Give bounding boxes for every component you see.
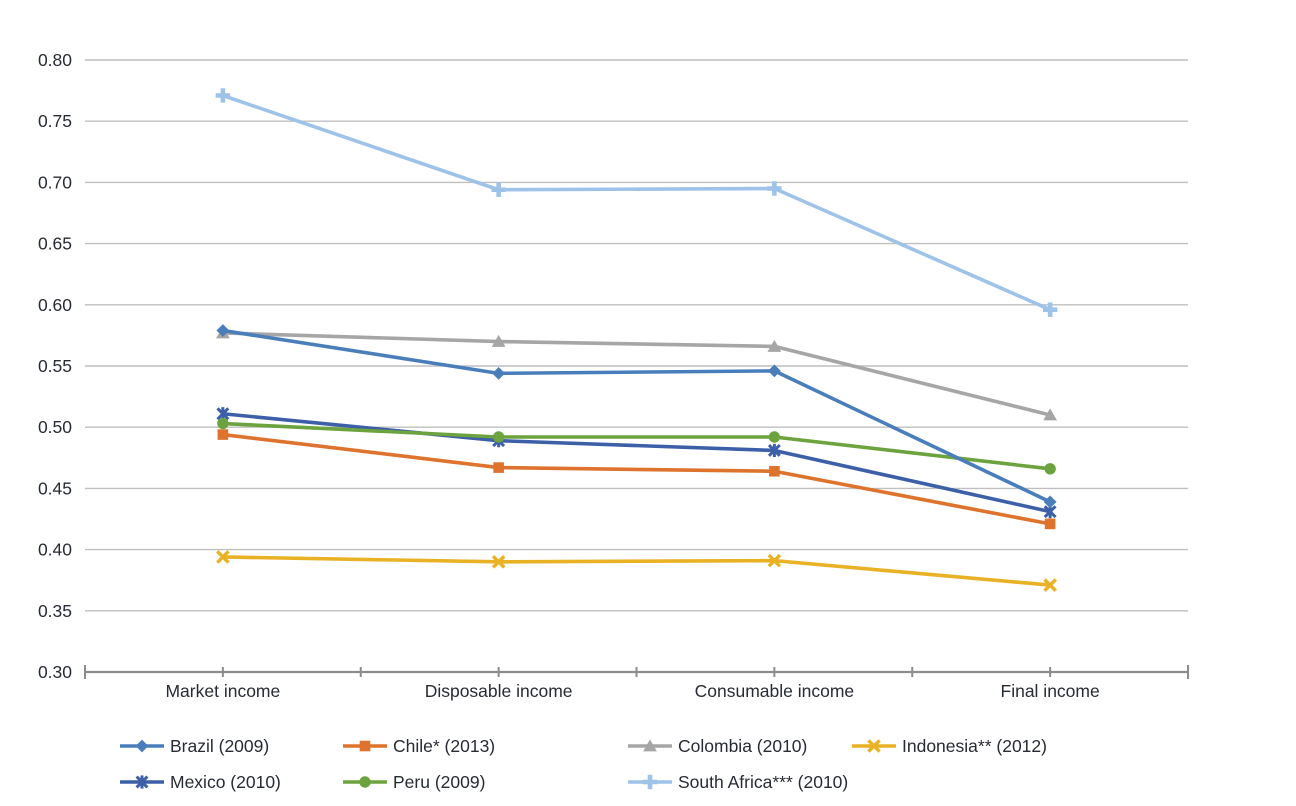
data-point-peru-2009 [768,431,781,443]
data-point-brazil-2009 [767,364,781,378]
data-point-chile-2013 [769,465,780,477]
data-point-colombia-2010 [1043,408,1058,421]
series-line-peru-2009 [222,421,1051,471]
data-point-brazil-2009 [1043,495,1057,509]
y-axis-tick-label: 0.50 [38,417,72,437]
data-point-chile-2013 [493,462,504,473]
data-point-brazil-2009 [216,324,230,337]
series-line-colombia-2010 [222,331,1051,417]
category-label-final-income: Final income [1001,681,1100,701]
y-axis-tick-label: 0.80 [38,50,72,70]
data-point-peru-2009 [1044,463,1056,475]
y-axis-tick-label: 0.40 [38,540,72,560]
legend-label-chile-2013: Chile* (2013) [393,736,495,756]
y-axis-tick-label: 0.35 [38,601,72,621]
y-axis-tick-label: 0.75 [38,111,72,131]
data-point-peru-2009 [492,431,505,443]
legend-label-indonesia-2012: Indonesia** (2012) [902,736,1047,756]
series-line-indonesia-2012 [222,555,1051,587]
legend-label-colombia-2010: Colombia (2010) [678,736,807,756]
legend-label-peru-2009: Peru (2009) [393,772,485,792]
data-point-brazil-2009 [492,366,506,380]
data-point-colombia-2010 [491,334,506,347]
legend-marker-colombia-2010 [643,739,657,752]
y-axis-tick-label: 0.60 [38,295,72,315]
data-point-indonesia-2012 [216,550,230,564]
legend-label-south-africa-2010: South Africa*** (2010) [678,772,848,792]
category-label-disposable-income: Disposable income [425,681,573,701]
series-line-chile-2013 [222,432,1051,526]
data-point-indonesia-2012 [767,553,782,568]
legend-marker-brazil-2009 [135,739,149,753]
legend-marker-chile-2013 [359,740,371,752]
data-point-indonesia-2012 [1043,578,1057,592]
y-axis-tick-label: 0.70 [38,172,72,192]
data-point-indonesia-2012 [491,555,506,569]
series-line-brazil-2009 [222,328,1051,504]
legend-label-brazil-2009: Brazil (2009) [170,736,269,756]
category-label-market-income: Market income [165,681,280,701]
category-label-consumable-income: Consumable income [695,681,855,701]
series-line-mexico-2010 [222,411,1051,514]
y-axis-tick-label: 0.30 [38,662,72,682]
y-axis-tick-label: 0.65 [38,234,72,254]
legend-marker-indonesia-2012 [867,739,881,753]
data-point-chile-2013 [217,429,229,440]
legend-label-mexico-2010: Mexico (2010) [170,772,281,792]
data-point-chile-2013 [1044,518,1056,530]
data-point-colombia-2010 [767,339,782,352]
data-point-peru-2009 [217,417,229,430]
y-axis-tick-label: 0.55 [38,356,72,376]
series-line-south-africa-2010 [222,93,1051,312]
legend-marker-peru-2009 [359,776,371,788]
y-axis-tick-label: 0.45 [38,478,72,498]
